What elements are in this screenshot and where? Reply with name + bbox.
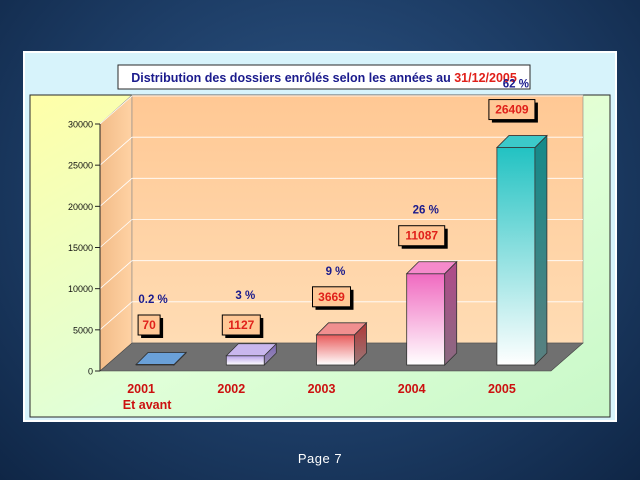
gridline-side [99,301,133,331]
x-axis-labels: 2001 Et avant 2002 2003 2004 2005 [123,382,516,412]
bar-front-2003 [316,334,355,366]
percent-label: 26 % [413,205,439,217]
chart: Distribution des dossiers enrôlés selon … [29,64,611,418]
chart-title-main: Distribution des dossiers enrôlés selon … [131,71,451,85]
value-box [221,314,261,336]
y-axis-ticks: 0 5000 10000 15000 20000 25000 30000 [68,120,100,377]
y-tick-label: 25000 [68,161,93,171]
y-tick-label: 5000 [73,325,93,335]
chart-title-date: 31/12/2005 [454,71,517,85]
x-tick-sublabel: Et avant [123,398,172,412]
value-label: 3669 [318,290,345,304]
percent-label: 9 % [326,266,346,278]
chart-title-box [117,64,531,90]
page-number: Page 7 [297,451,343,466]
value-box [398,225,446,247]
bar-front-2005 [496,147,536,366]
bars [135,134,548,366]
y-tick-label: 30000 [68,120,93,130]
y-tick-label: 10000 [68,284,93,294]
bar-side-2005 [534,134,548,366]
chart-title: Distribution des dossiers enrôlés selon … [131,71,517,85]
bar-top-2002 [225,343,278,357]
value-box [488,99,536,121]
x-tick-label: 2003 [308,382,336,396]
gridline-side [99,178,133,207]
bar-front-2004 [406,273,446,366]
bar-top-2004 [405,261,458,275]
value-label: 1127 [228,318,254,332]
percent-label: 62 % [503,79,529,91]
slide-panel: Distribution des dossiers enrôlés selon … [23,51,617,422]
gridline-side [99,260,133,289]
y-tick-label: 15000 [68,243,93,253]
x-tick-label: 2001 [127,382,155,396]
bar-top-2001 [135,352,188,365]
gridline-side [99,95,133,125]
bar-top-2005 [495,135,548,148]
value-label: 11087 [405,229,438,243]
bar-side-2004 [444,260,458,366]
x-tick-label: 2005 [488,382,516,396]
gridline-side [99,219,133,248]
x-tick-label: 2002 [217,382,245,396]
percent-label: 3 % [235,290,255,302]
y-tick-label: 0 [88,367,93,377]
gridline-side [99,136,133,166]
value-label: 26409 [495,103,529,117]
percent-label: 0.2 % [138,294,167,306]
value-label: 70 [142,318,156,332]
value-box [312,286,351,308]
value-box [137,314,161,336]
bar-front-2002 [225,355,265,366]
y-tick-label: 20000 [68,202,93,212]
bar-top-2003 [315,322,368,336]
bar-labels: 70 0.2 % 1127 3 % 3669 9 % 11087 26 % 26409 62 % [137,79,538,338]
x-tick-label: 2004 [398,382,426,396]
